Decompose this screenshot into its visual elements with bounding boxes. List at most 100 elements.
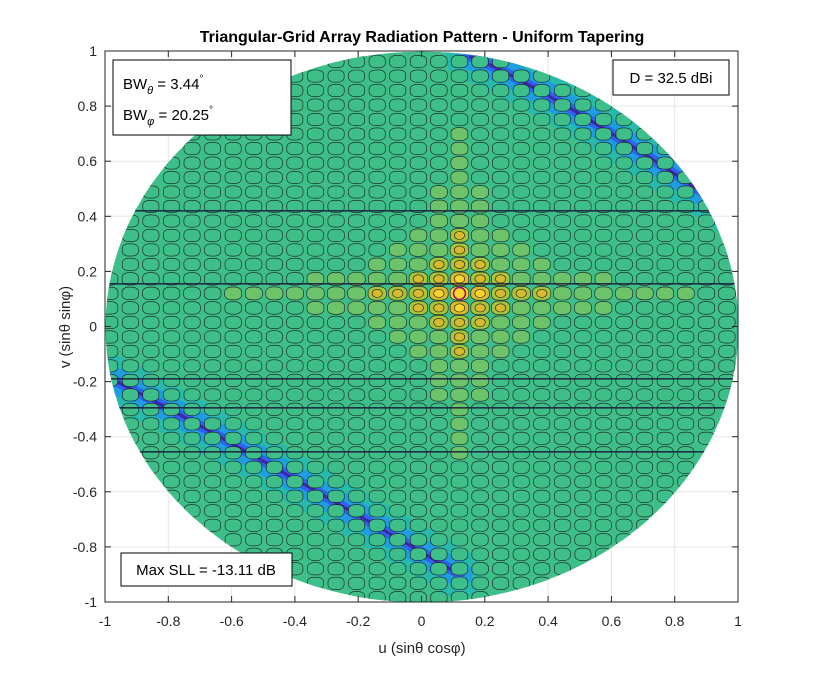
sidelobe-cell [512,431,530,445]
sidelobe-cell [574,504,592,518]
sidelobe-cell [491,185,510,199]
sidelobe-cell [574,156,592,170]
sidelobe-cell [224,200,242,213]
sidelobe-cell [389,460,407,474]
y-tick-label: -1 [85,594,98,610]
sidelobe-cell [409,315,428,330]
sidelobe-cell [347,330,366,344]
sidelobe-cell [615,518,633,532]
sidelobe-cell [533,185,551,199]
sidelobe-cell [286,257,304,271]
sidelobe-cell [615,185,633,199]
sidelobe-cell [471,446,489,460]
sidelobe-cell [265,272,284,286]
sidelobe-cell [615,243,633,257]
sidelobe-cell [470,329,490,344]
sidelobe-cell [409,228,428,243]
sidelobe-cell [121,330,139,344]
sidelobe-cell [615,446,633,460]
sidelobe-cell [430,98,448,112]
sidelobe-cell [327,257,345,272]
sidelobe-cell [368,127,386,141]
sidelobe-cell [389,344,407,358]
sidelobe-cell [306,286,325,301]
sidelobe-cell [307,156,324,170]
sidelobe-cell [574,214,592,228]
sidelobe-cell [471,373,489,388]
sidelobe-cell [327,562,345,576]
sidelobe-cell [450,170,469,185]
sidelobe-cell [183,315,201,329]
sidelobe-cell [327,431,345,445]
sidelobe-cell [574,460,592,474]
sidelobe-cell [471,431,489,445]
sidelobe-cell [718,315,736,329]
sidelobe-cell [265,171,283,184]
sidelobe-cell [265,156,283,170]
sidelobe-cell [142,388,160,402]
sidelobe-cell [245,171,263,184]
sidelobe-cell [553,330,571,344]
sidelobe-cell [265,518,283,532]
sidelobe-cell [203,286,222,301]
sidelobe-cell [142,200,160,213]
sidelobe-cell [409,431,427,445]
sidelobe-cell [677,344,695,358]
sidelobe-cell [471,504,489,518]
sidelobe-cell [204,185,222,199]
sidelobe-cell [307,475,324,489]
sidelobe-cell [512,344,530,358]
sidelobe-cell [533,113,551,127]
sidelobe-cell [327,98,345,112]
sidelobe-cell [512,359,530,373]
sidelobe-cell [533,547,551,561]
sidelobe-cell [595,388,612,402]
sidelobe-cell [595,200,612,213]
sidelobe-cell [142,402,160,416]
sidelobe-cell [389,533,407,547]
sidelobe-cell [553,359,571,373]
sidelobe-cell [306,315,325,330]
sidelobe-cell [470,228,490,243]
sidelobe-cell [286,214,304,228]
sidelobe-cell [162,286,181,301]
sidelobe-cell [348,214,366,228]
sidelobe-cell [615,330,633,344]
sidelobe-cell [368,518,386,532]
sidelobe-cell [368,214,386,228]
sidelobe-cell [389,402,407,416]
sidelobe-cell [677,417,695,431]
sidelobe-cell [491,228,510,243]
sidelobe-cell [105,286,119,301]
x-tick-label: -0.2 [346,613,370,629]
sidelobe-cell [389,228,407,242]
sidelobe-cell [347,301,366,315]
sidelobe-cell [450,489,469,503]
sidelobe-cell [183,301,201,315]
sidelobe-cell [389,84,407,98]
y-tick-label: 0.6 [78,153,98,169]
sidelobe-cell [163,417,180,431]
sidelobe-cell [656,200,674,213]
sidelobe-cell [204,214,222,228]
sidelobe-cell [450,504,469,518]
y-tick-label: 0.2 [78,263,98,279]
sidelobe-cell [450,185,469,199]
sidelobe-cell [121,257,139,271]
sidelobe-cell [471,55,489,69]
sidelobe-cell [183,171,201,184]
contour-layer [105,51,739,603]
sidelobe-cell [307,402,324,416]
sidelobe-cell [574,373,592,387]
sidelobe-cell [532,315,551,330]
bw-phi-label: BW [123,107,148,124]
sidelobe-core [515,288,527,298]
sidelobe-core [453,260,465,269]
sidelobe-cell [677,431,695,445]
sidelobe-cell [327,489,345,503]
sidelobe-cell [368,344,386,359]
sidelobe-cells [105,54,736,603]
sidelobe-cell [492,446,510,460]
sidelobe-cell [105,359,119,373]
x-tick-label: 0.4 [538,613,558,629]
